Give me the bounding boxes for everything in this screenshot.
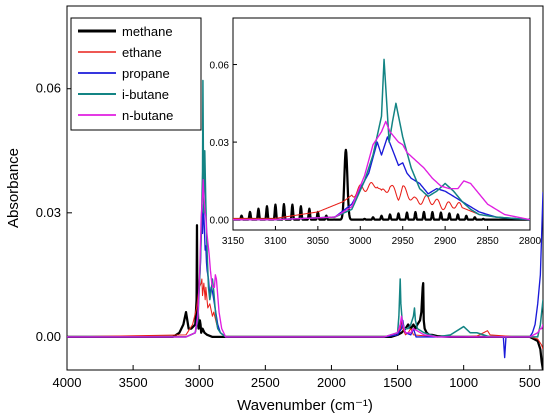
x-tick-label: 3500 [119, 375, 148, 390]
legend-label-ethane: ethane [122, 45, 162, 60]
main-plot-area: 4000 3500 3000 2500 2000 1500 1000 500 0.00 0.03 0… [5, 5, 544, 414]
inset-x-tick-label: 3100 [264, 236, 287, 247]
x-axis-label: Wavenumber (cm⁻¹) [237, 397, 373, 414]
legend-label-methane: methane [122, 24, 173, 39]
inset-x-tick-label: 2800 [519, 236, 542, 247]
series-line-ethane [67, 278, 543, 350]
y-tick-label: 0.03 [36, 205, 61, 220]
legend: methane ethane propane i-butane n-butane [70, 17, 202, 131]
y-tick-label: 0.00 [36, 329, 61, 344]
inset-x-tick-label: 3150 [222, 236, 245, 247]
x-tick-label: 2000 [317, 375, 346, 390]
legend-label-n-butane: n-butane [122, 108, 173, 123]
y-axis-label: Absorbance [5, 148, 22, 228]
inset-x-tick-label: 2900 [434, 236, 457, 247]
inset-plot-frame [232, 17, 531, 231]
inset-x-tick-label: 2950 [392, 236, 415, 247]
legend-label-i-butane: i-butane [122, 87, 169, 102]
x-tick-label: 2500 [251, 375, 280, 390]
series-line-n-butane [67, 179, 543, 338]
x-tick-label: 500 [519, 375, 541, 390]
inset-series-line-methane [233, 148, 530, 221]
y-tick-label: 0.06 [36, 81, 61, 96]
inset-y-tick-label: 0.06 [210, 61, 230, 72]
series-line-methane [67, 224, 543, 370]
inset-x-tick-label: 3050 [307, 236, 330, 247]
x-tick-label: 3000 [185, 375, 214, 390]
inset-x-tick-label: 3000 [349, 236, 372, 247]
main-plot-frame [66, 5, 544, 371]
x-tick-label: 1500 [383, 375, 412, 390]
x-tick-label: 1000 [449, 375, 478, 390]
legend-label-propane: propane [122, 66, 170, 81]
inset-y-tick-label: 0.03 [210, 138, 230, 149]
inset-series-line-n-butane [233, 120, 530, 221]
inset-x-tick-label: 2850 [476, 236, 499, 247]
inset-y-tick-label: 0.00 [210, 216, 230, 227]
x-tick-label: 4000 [53, 375, 82, 390]
inset-plot-area: 3150 3100 3050 3000 2950 2900 2850 2800 0.00 0.03… [210, 17, 542, 247]
legend-box [70, 17, 202, 131]
